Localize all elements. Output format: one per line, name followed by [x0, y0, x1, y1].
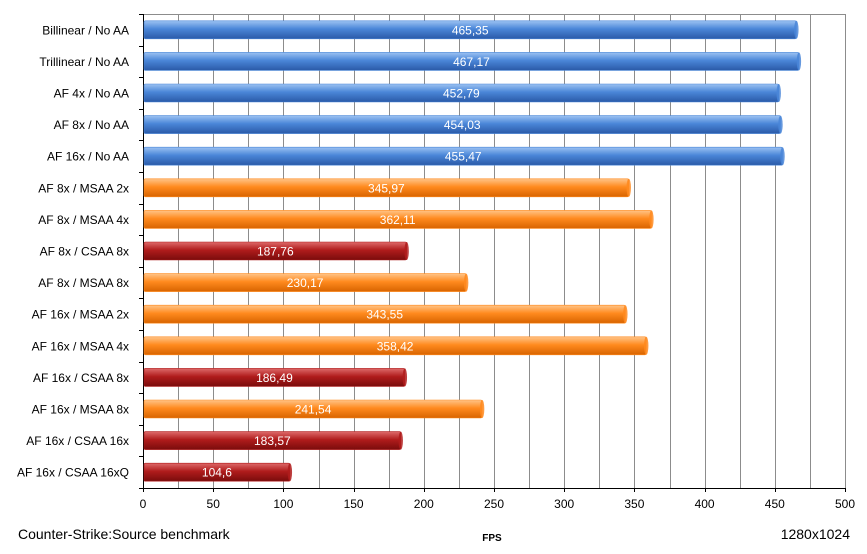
category-label: AF 4x / No AA [54, 87, 129, 101]
category-label: AF 16x / No AA [47, 150, 129, 164]
category-label: AF 8x / MSAA 8x [38, 276, 129, 290]
bar-cap [398, 431, 403, 450]
x-axis-title: FPS [482, 533, 502, 544]
bar-value-label: 465,35 [452, 23, 489, 37]
bar-cap [626, 178, 631, 197]
category-label: AF 8x / MSAA 2x [38, 181, 129, 195]
bar-cap [778, 115, 783, 134]
category-label: AF 16x / MSAA 2x [32, 308, 129, 322]
x-tick-label: 300 [554, 497, 574, 511]
bars: 465,35 467,17 452,79 454,03 455,47 345,97 362,… [143, 20, 802, 482]
x-tick-label: 500 [835, 497, 855, 511]
bar-value-label: 362,11 [380, 213, 416, 227]
bar-value-label: 345,97 [368, 181, 405, 195]
bar-cap [479, 400, 485, 418]
x-tick-label: 0 [140, 497, 147, 511]
bar-value-label: 343,55 [366, 308, 403, 322]
bar-cap [402, 368, 408, 387]
bar-value-label: 230,17 [287, 276, 324, 290]
x-tick-label: 50 [207, 497, 221, 511]
category-label: AF 16x / MSAA 4x [32, 339, 129, 353]
category-label: Billinear / No AA [42, 23, 129, 37]
x-tick-label: 100 [273, 497, 293, 511]
category-label: AF 16x / CSAA 16xQ [17, 466, 129, 480]
bar-value-label: 454,03 [444, 118, 481, 132]
bar-value-label: 241,54 [295, 403, 332, 417]
x-tick-label: 350 [624, 497, 644, 511]
x-tick-label: 250 [484, 497, 504, 511]
bar-cap [649, 210, 654, 229]
x-tick-label: 400 [695, 497, 715, 511]
bar-cap [796, 52, 802, 71]
category-label: AF 16x / CSAA 16x [26, 434, 129, 448]
x-tick-label: 450 [765, 497, 785, 511]
bar-cap [463, 273, 469, 292]
category-labels: Billinear / No AA Trillinear / No AA AF 4x… [17, 23, 129, 479]
x-axis-ticks: 0 50 100 150 200 250 300 350 400 450 500 [140, 488, 855, 511]
bar-cap [776, 84, 781, 102]
bar-cap [287, 463, 293, 482]
bar-cap [623, 305, 628, 324]
category-label: AF 16x / MSAA 8x [32, 403, 129, 417]
bar-cap [644, 336, 649, 355]
bar-cap [780, 147, 785, 166]
category-label: Trillinear / No AA [39, 55, 129, 69]
bar-value-label: 455,47 [445, 150, 482, 164]
category-label: AF 8x / CSAA 8x [40, 245, 129, 259]
bar-cap [404, 242, 409, 260]
bar-value-label: 358,42 [377, 339, 414, 353]
footer-benchmark-name: Counter-Strike:Source benchmark [18, 526, 230, 542]
x-tick-label: 200 [414, 497, 434, 511]
bar-value-label: 183,57 [254, 434, 291, 448]
x-tick-label: 150 [344, 497, 364, 511]
category-label: AF 8x / MSAA 4x [38, 213, 129, 227]
bar-value-label: 104,6 [202, 466, 232, 480]
category-label: AF 16x / CSAA 8x [33, 371, 129, 385]
bar-value-label: 452,79 [443, 87, 480, 101]
bar-value-label: 187,76 [257, 245, 294, 259]
bar-value-label: 186,49 [256, 371, 293, 385]
bar-cap [794, 20, 799, 39]
category-label: AF 8x / No AA [54, 118, 129, 132]
bar-value-label: 467,17 [453, 55, 490, 69]
footer-resolution: 1280x1024 [780, 526, 850, 542]
